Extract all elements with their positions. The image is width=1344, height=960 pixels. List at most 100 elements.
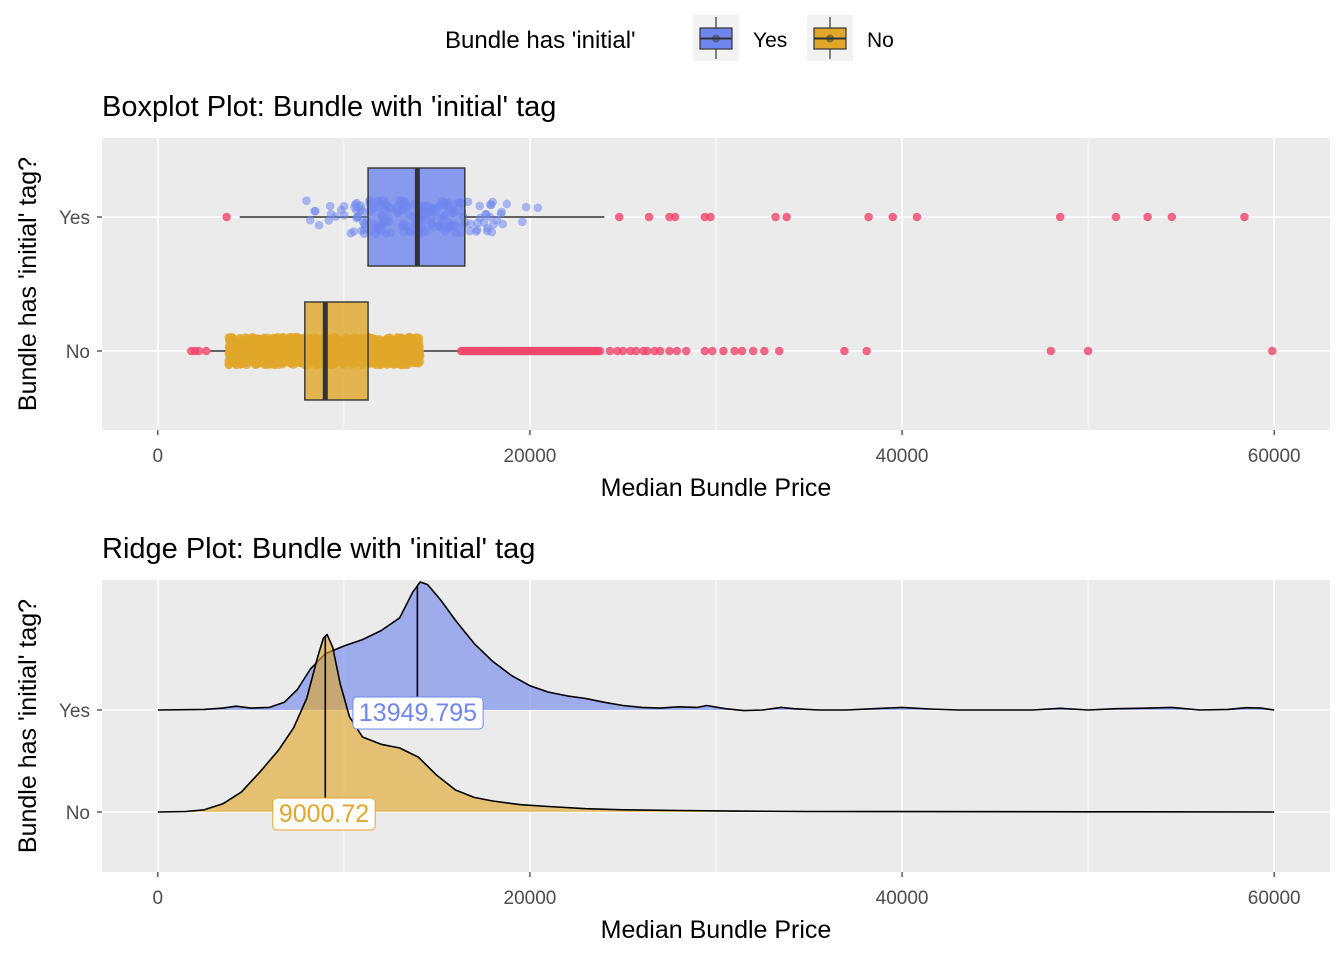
boxplot-outlier-point — [840, 346, 849, 356]
boxplot-jitter-point — [331, 212, 340, 221]
boxplot-outlier-point — [1111, 212, 1121, 222]
boxplot-jitter-point — [481, 210, 490, 219]
boxplot-jitter-point — [357, 226, 366, 235]
boxplot-outlier-point — [1055, 212, 1065, 222]
ridge-series-no — [157, 633, 1275, 813]
boxplot-jitter-point — [253, 352, 262, 362]
boxplot-jitter-point — [479, 218, 489, 227]
boxplot-outlier-point — [1143, 212, 1152, 222]
boxplot-outlier-point — [782, 212, 792, 222]
boxplot-outlier-point — [700, 346, 710, 356]
boxplot-jitter-point — [314, 220, 324, 230]
boxplot-outlier-point — [605, 346, 615, 356]
boxplot-jitter-point — [483, 226, 492, 236]
boxplot-jitter-point — [241, 338, 250, 347]
legend-title: Bundle has 'initial' — [445, 27, 636, 54]
boxplot-x-axis-title: Median Bundle Price — [601, 474, 832, 502]
boxplot-outlier-point — [1083, 346, 1093, 356]
legend-dot-no — [826, 34, 834, 43]
legend: Bundle has 'initial' Yes No — [445, 15, 894, 61]
boxplot-jitter-point — [262, 360, 272, 370]
boxplot-outlier-point — [706, 212, 715, 222]
ridge-x-tick-label: 60000 — [1248, 888, 1301, 909]
boxplot-jitter-point — [325, 201, 335, 211]
boxplot-outlier-point — [642, 346, 652, 356]
boxplot-outlier-point — [222, 212, 231, 222]
boxplot-outlier-point — [670, 212, 680, 222]
boxplot-outlier-point — [618, 346, 628, 356]
boxplot-jitter-point — [533, 203, 543, 213]
boxplot-outlier-point — [730, 346, 739, 356]
boxplot-outlier-point — [760, 346, 769, 356]
boxplot-outlier-point — [771, 212, 780, 222]
legend-label-yes: Yes — [753, 29, 787, 52]
boxplot-outlier-point — [888, 212, 898, 222]
boxplot-outlier-point — [614, 212, 624, 222]
ridge-density-area — [157, 634, 1275, 812]
ridge-density-line — [157, 633, 1275, 813]
boxplot-jitter-point — [302, 196, 311, 206]
ridge-median-label-text: 9000.72 — [279, 800, 369, 828]
boxplot-jitter-point — [373, 348, 382, 358]
ridge-panel: Ridge Plot: Bundle with 'initial' tag 13… — [14, 533, 1330, 944]
ridge-axes: 0 20000 40000 60000 Yes No — [59, 701, 1301, 909]
boxplot-jitter-point — [472, 225, 482, 235]
boxplot-outlier-point — [1268, 346, 1277, 356]
boxplot-jitter-point — [410, 346, 420, 355]
boxplot-outliers — [222, 212, 1249, 222]
boxplot-outlier-point — [655, 346, 665, 356]
boxplot-outlier-point — [595, 346, 605, 356]
boxplot-jitter-point — [358, 216, 368, 226]
ridge-median-label-text: 13949.795 — [359, 699, 477, 727]
boxplot-outlier-point — [194, 346, 204, 356]
ridge-median-label-no: 9000.72 — [272, 797, 376, 831]
boxplot-jitter-point — [253, 345, 263, 354]
boxplot-outlier-point — [631, 346, 641, 356]
legend-item-yes: Yes — [693, 15, 787, 61]
boxplot-jitter-point — [339, 211, 349, 220]
boxplot-outlier-point — [719, 346, 728, 356]
ridge-y-tick-label: No — [66, 803, 90, 824]
boxplot-jitter-point — [518, 217, 527, 227]
boxplot-jitter-point — [405, 356, 415, 366]
boxplot-jitter-point — [380, 343, 390, 353]
ridge-x-axis-title: Median Bundle Price — [601, 916, 832, 944]
boxplot-box — [304, 301, 369, 401]
boxplot-jitter-point — [242, 360, 251, 370]
boxplot-jitter-point — [463, 197, 473, 207]
boxplot-outlier-point — [748, 346, 758, 356]
boxplot-jitter-point — [296, 355, 306, 365]
boxplot-jitter-point — [310, 206, 319, 216]
boxplot-outlier-point — [1240, 212, 1249, 222]
boxplot-jitter-point — [414, 335, 423, 345]
boxplot-y-tick-label: Yes — [59, 208, 90, 229]
boxplot-series-yes — [222, 167, 1249, 267]
boxplot-outlier-point — [864, 212, 873, 222]
ridge-x-tick-label: 0 — [153, 888, 164, 909]
boxplot-outlier-point — [737, 346, 747, 356]
boxplot-jitter-point — [230, 339, 240, 349]
boxplot-jitter-point — [415, 351, 425, 360]
boxplot-x-tick-label: 40000 — [876, 446, 929, 467]
boxplot-jitter-point — [276, 334, 285, 344]
boxplot-jitter-point — [497, 207, 506, 217]
boxplot-x-tick-label: 0 — [153, 446, 164, 467]
boxplot-jitter-point — [276, 348, 286, 357]
boxplot-jitter-point — [391, 350, 401, 360]
boxplot-jitter-point — [253, 334, 263, 343]
boxplot-jitter-point — [485, 200, 495, 209]
boxplot-outlier-point — [1046, 346, 1056, 356]
boxplot-panel: Boxplot Plot: Bundle with 'initial' tag … — [14, 91, 1330, 502]
boxplot-x-tick-label: 20000 — [504, 446, 557, 467]
boxplot-jitter-point — [475, 201, 485, 211]
boxplot-series-no — [187, 301, 1277, 401]
ridge-x-tick-label: 20000 — [504, 888, 557, 909]
boxplot-jitter-point — [305, 215, 315, 225]
boxplot-y-tick-label: No — [66, 342, 90, 363]
boxplot-jitter-point — [466, 219, 475, 229]
ridge-marks: 13949.795 9000.72 — [157, 581, 1275, 831]
boxplot-jitter-point — [292, 347, 301, 357]
boxplot-jitter-point — [260, 340, 270, 349]
boxplot-outlier-point — [665, 346, 674, 356]
